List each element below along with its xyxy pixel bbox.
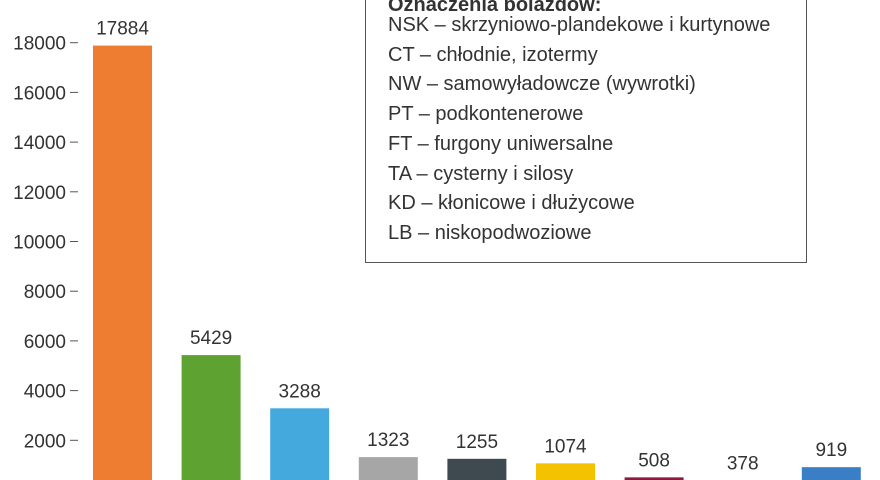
legend-title: Oznaczenia pojazdów: [388,0,602,11]
bar-pt [358,457,418,480]
legend-item-kd: KD – kłonicowe i dłużycowe [388,192,635,215]
y-tick-label: 18000 [13,34,66,55]
bar-value-label: 3288 [279,381,321,402]
legend-item-nsk: NSK – skrzyniowo-plandekowe i kurtynowe [388,14,771,36]
legend-item-ta: TA – cysterny i silosy [388,162,574,185]
y-tick-label: 2000 [24,431,66,452]
legend-box: Oznaczenia pojazdów: NSK – skrzyniowo-pl… [365,0,807,263]
y-tick-label: 6000 [24,332,66,353]
bar-value-label: 508 [638,450,670,471]
y-tick-label: 8000 [24,282,66,303]
bar-ta [536,463,595,480]
y-tick-label: 10000 [13,233,66,254]
bars-group: 17884 5429 3288 1323 1255 1074 508 378 919 [93,19,861,480]
legend-item-lb: LB – niskopodwoziowe [388,221,592,244]
bar-value-label: 1255 [456,432,498,453]
y-tick-label: 20000 [13,0,66,5]
bar-nw [181,355,241,480]
bar-value-label: 378 [727,454,759,475]
bar-other [801,467,861,480]
y-tick-label: 16000 [13,83,66,104]
y-tick-label: 12000 [13,183,66,204]
bar-value-label: 5429 [190,328,232,349]
bar-nsk [93,45,152,480]
bar-value-label: 17884 [96,19,149,40]
bar-value-label: 1323 [367,430,409,451]
bar-kd [624,477,684,480]
legend-item-ft: FT – furgony uniwersalne [388,132,614,155]
bar-ct [270,408,330,480]
y-tick-label: 4000 [24,382,66,403]
y-tick-label: 14000 [13,133,66,154]
legend-item-nw: NW – samowyładowcze (wywrotki) [388,73,696,96]
bar-ft [447,458,507,480]
y-axis: 0200040006000800010000120001400016000180… [13,0,78,452]
legend-item-ct: CT – chłodnie, izotermy [388,43,598,66]
bar-value-label: 1074 [544,436,587,457]
bar-value-label: 919 [815,440,847,461]
legend-item-pt: PT – podkontenerowe [388,103,584,126]
